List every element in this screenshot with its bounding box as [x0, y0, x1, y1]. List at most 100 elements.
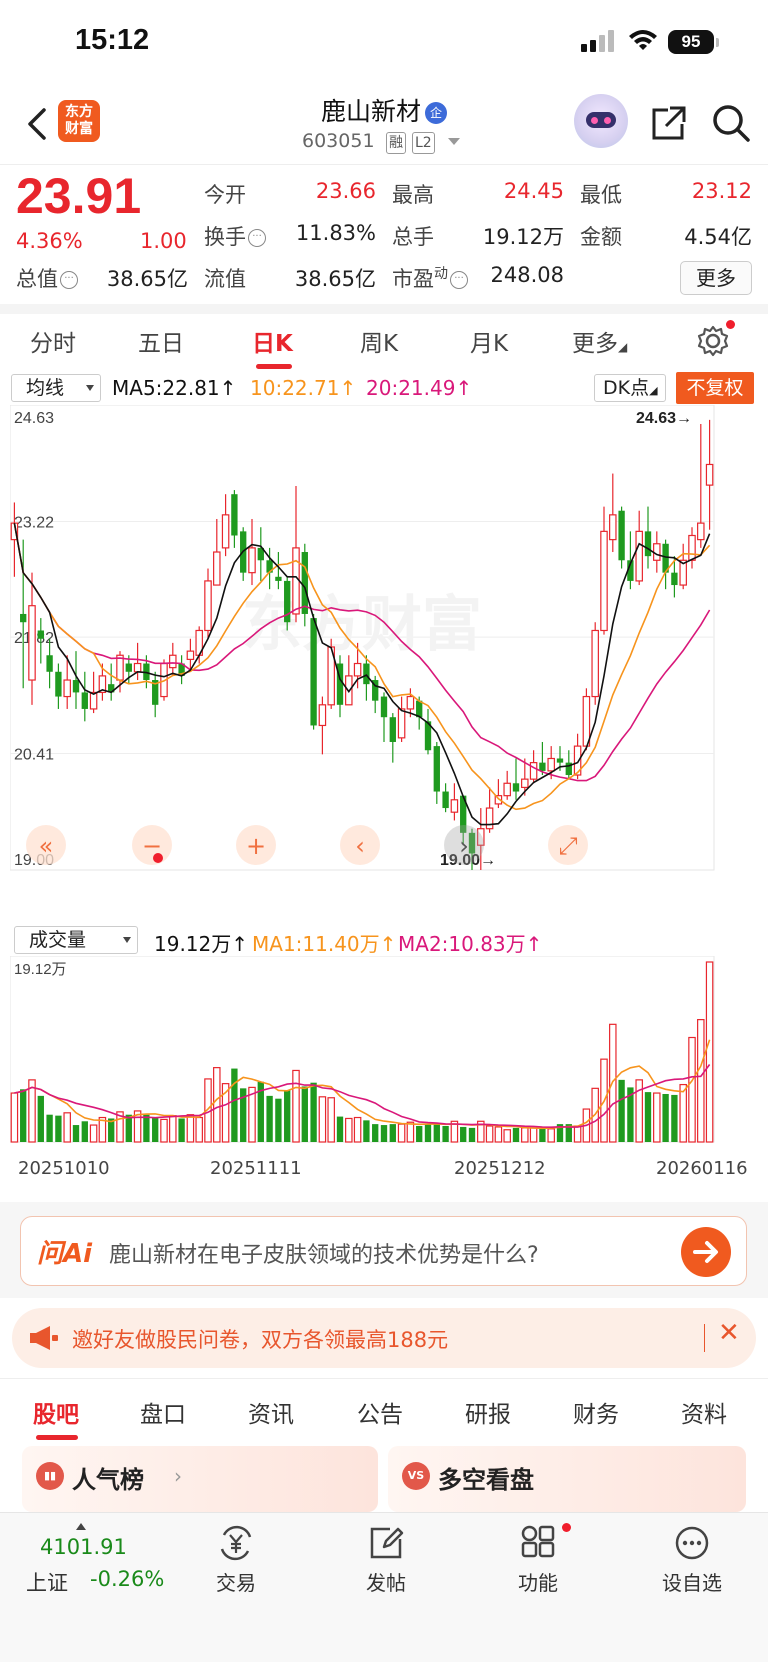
candle-body — [539, 762, 546, 771]
tab-guba[interactable]: 股吧 — [33, 1402, 79, 1428]
tab-weekly-k[interactable]: 周K — [360, 331, 399, 357]
fullscreen-button[interactable]: ⤢ — [548, 825, 588, 865]
nav-post[interactable]: 发帖 — [326, 1523, 446, 1596]
ai-logo: 问Ai — [37, 1239, 93, 1269]
volume-bar — [89, 1124, 98, 1143]
turnover-label[interactable]: 换手 ··· — [204, 221, 266, 251]
tab-daily-k[interactable]: 日K — [252, 331, 293, 357]
candle-body — [644, 531, 652, 557]
close-icon[interactable]: ✕ — [718, 1318, 740, 1348]
price-axis-label: 20.41 — [14, 747, 54, 764]
ma5-value: MA5:22.81↑ — [112, 376, 237, 400]
feature-cards: ▮▮ 人气榜 › VS 多空看盘 — [0, 1446, 768, 1512]
volume-bar — [662, 1093, 669, 1142]
candle-body — [468, 832, 476, 854]
chart-bars-icon: ▮▮ — [36, 1462, 64, 1490]
volume-select[interactable]: 成交量 — [14, 926, 138, 954]
volume-bar — [565, 1124, 572, 1142]
tab-orderbook[interactable]: 盘口 — [140, 1402, 186, 1428]
nav-add-watchlist[interactable]: 设自选 — [632, 1523, 752, 1596]
candle-body — [284, 580, 291, 623]
volume-bar — [485, 1125, 494, 1143]
promo-banner[interactable]: 邀好友做股民问卷，双方各领最高188元 ✕ — [12, 1308, 756, 1368]
candle-body — [133, 662, 142, 673]
volume-bar — [372, 1124, 379, 1142]
candle-body — [450, 799, 459, 813]
info-icon[interactable]: ··· — [450, 271, 468, 289]
volume-bar — [178, 1118, 185, 1142]
date-label: 20251111 — [210, 1158, 302, 1179]
promo-text: 邀好友做股民问卷，双方各领最高188元 — [72, 1328, 449, 1352]
volume-bar — [512, 1127, 520, 1142]
zoom-in-button[interactable]: + — [236, 825, 276, 865]
settings-gear-icon[interactable] — [696, 324, 730, 358]
more-quote-button[interactable]: 更多 — [680, 261, 752, 295]
more-dots-icon — [675, 1526, 709, 1560]
scroll-left-fast-button[interactable]: « — [26, 825, 66, 865]
margin-tag: 融 — [386, 132, 406, 154]
volume-chart[interactable]: 19.12万 — [10, 956, 758, 1156]
candlestick-chart[interactable]: 东方财富24.6323.2221.8220.4119.0024.63→19.00… — [10, 405, 758, 921]
candle-body — [688, 534, 696, 561]
tab-research[interactable]: 研报 — [465, 1402, 511, 1428]
candle-body — [310, 618, 317, 726]
ma10-value: 10:22.71↑ — [250, 376, 357, 400]
nav-functions[interactable]: 功能 — [478, 1523, 598, 1596]
tab-five-day[interactable]: 五日 — [138, 331, 184, 357]
notification-dot — [562, 1523, 571, 1532]
volume-bar — [37, 1095, 44, 1142]
back-chevron-icon[interactable] — [22, 104, 52, 144]
caret-down-icon[interactable] — [448, 138, 460, 146]
candle-body — [336, 663, 344, 705]
scroll-left-button[interactable]: ‹ — [340, 825, 380, 865]
volume-bar — [133, 1110, 142, 1143]
wifi-icon — [629, 30, 657, 50]
tab-announcements[interactable]: 公告 — [357, 1402, 403, 1428]
nav-trade[interactable]: 交易 — [176, 1523, 296, 1596]
tab-finance[interactable]: 财务 — [573, 1402, 619, 1428]
candle-body — [301, 552, 308, 614]
ai-question[interactable]: 鹿山新材在电子皮肤领域的技术优势是什么? — [109, 1243, 539, 1268]
dk-point-select[interactable]: DK点◢ — [594, 374, 666, 402]
candle-body — [600, 530, 608, 632]
share-icon[interactable] — [648, 104, 688, 144]
total-cap-label[interactable]: 总值 ··· — [16, 263, 78, 293]
level2-tag[interactable]: L2 — [412, 132, 435, 154]
tab-news[interactable]: 资讯 — [248, 1402, 294, 1428]
yuan-exchange-icon — [220, 1525, 252, 1561]
volume-bar — [477, 1120, 485, 1143]
volume-bar — [416, 1125, 423, 1142]
tab-profile[interactable]: 资料 — [681, 1402, 727, 1428]
popularity-card[interactable]: ▮▮ 人气榜 › — [22, 1446, 378, 1512]
eastmoney-logo[interactable]: 东方 财富 — [58, 100, 100, 142]
volume-bar — [521, 1127, 529, 1143]
scroll-left-icon: ‹ — [355, 832, 365, 860]
volume-bar — [152, 1117, 159, 1142]
pe-label[interactable]: 市盈动 ··· — [392, 263, 468, 293]
search-icon[interactable] — [710, 102, 752, 144]
no-adjust-button[interactable]: 不复权 — [676, 372, 754, 404]
candle-body — [591, 629, 599, 698]
ai-submit-button[interactable] — [681, 1227, 731, 1277]
volume-bar — [195, 1116, 203, 1143]
ai-question-box[interactable]: 问Ai 鹿山新材在电子皮肤领域的技术优势是什么? — [20, 1216, 747, 1286]
info-icon[interactable]: ··· — [60, 271, 78, 289]
scroll-right-button[interactable]: › — [444, 825, 484, 865]
zoom-out-button[interactable]: − — [132, 825, 172, 865]
candle-body — [397, 708, 406, 739]
watermark: 东方财富 — [242, 591, 482, 658]
indicator-select[interactable]: 均线 — [11, 374, 101, 402]
tab-more[interactable]: 更多◢ — [572, 331, 628, 357]
volume-bar — [63, 1112, 71, 1143]
bull-bear-card[interactable]: VS 多空看盘 — [388, 1446, 746, 1512]
info-icon[interactable]: ··· — [248, 229, 266, 247]
fullscreen-icon: ⤢ — [558, 832, 577, 860]
price-axis-label: 23.22 — [14, 514, 54, 531]
volume-bar — [240, 1088, 247, 1142]
tab-intraday[interactable]: 分时 — [30, 331, 76, 357]
divider — [704, 1324, 705, 1352]
min-price-marker: 19.00→ — [440, 852, 496, 869]
ai-assistant-avatar[interactable] — [574, 94, 628, 148]
price-axis-label: 24.63 — [14, 410, 54, 427]
tab-monthly-k[interactable]: 月K — [470, 331, 509, 357]
